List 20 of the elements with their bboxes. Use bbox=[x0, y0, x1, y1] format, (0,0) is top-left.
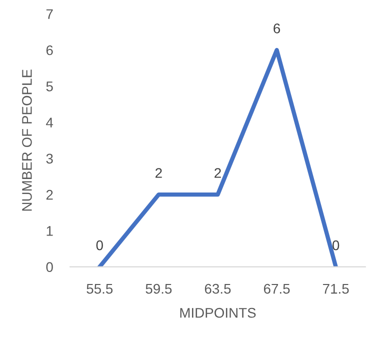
x-tick-label: 55.5 bbox=[86, 284, 113, 294]
y-tick-label: 3 bbox=[46, 154, 53, 164]
x-tick-label: 71.5 bbox=[323, 284, 349, 294]
data-label: 2 bbox=[214, 168, 221, 178]
y-tick-label: 1 bbox=[46, 226, 53, 236]
y-tick-label: 4 bbox=[46, 118, 54, 128]
y-tick-label: 2 bbox=[46, 190, 53, 200]
y-axis-title: NUMBER OF PEOPLE bbox=[22, 70, 32, 211]
data-label: 0 bbox=[96, 240, 103, 250]
x-tick-label: 67.5 bbox=[264, 284, 290, 294]
y-tick-label: 7 bbox=[46, 9, 53, 19]
x-tick-label: 59.5 bbox=[146, 284, 172, 294]
y-tick-label: 5 bbox=[46, 82, 53, 92]
data-label: 6 bbox=[274, 24, 280, 34]
data-label: 2 bbox=[156, 168, 162, 178]
y-tick-label: 0 bbox=[46, 262, 53, 272]
y-tick-label: 6 bbox=[46, 45, 53, 56]
x-tick-label: 63.5 bbox=[204, 284, 231, 294]
data-label: 0 bbox=[332, 240, 340, 250]
x-axis-title: MIDPOINTS bbox=[180, 308, 256, 318]
